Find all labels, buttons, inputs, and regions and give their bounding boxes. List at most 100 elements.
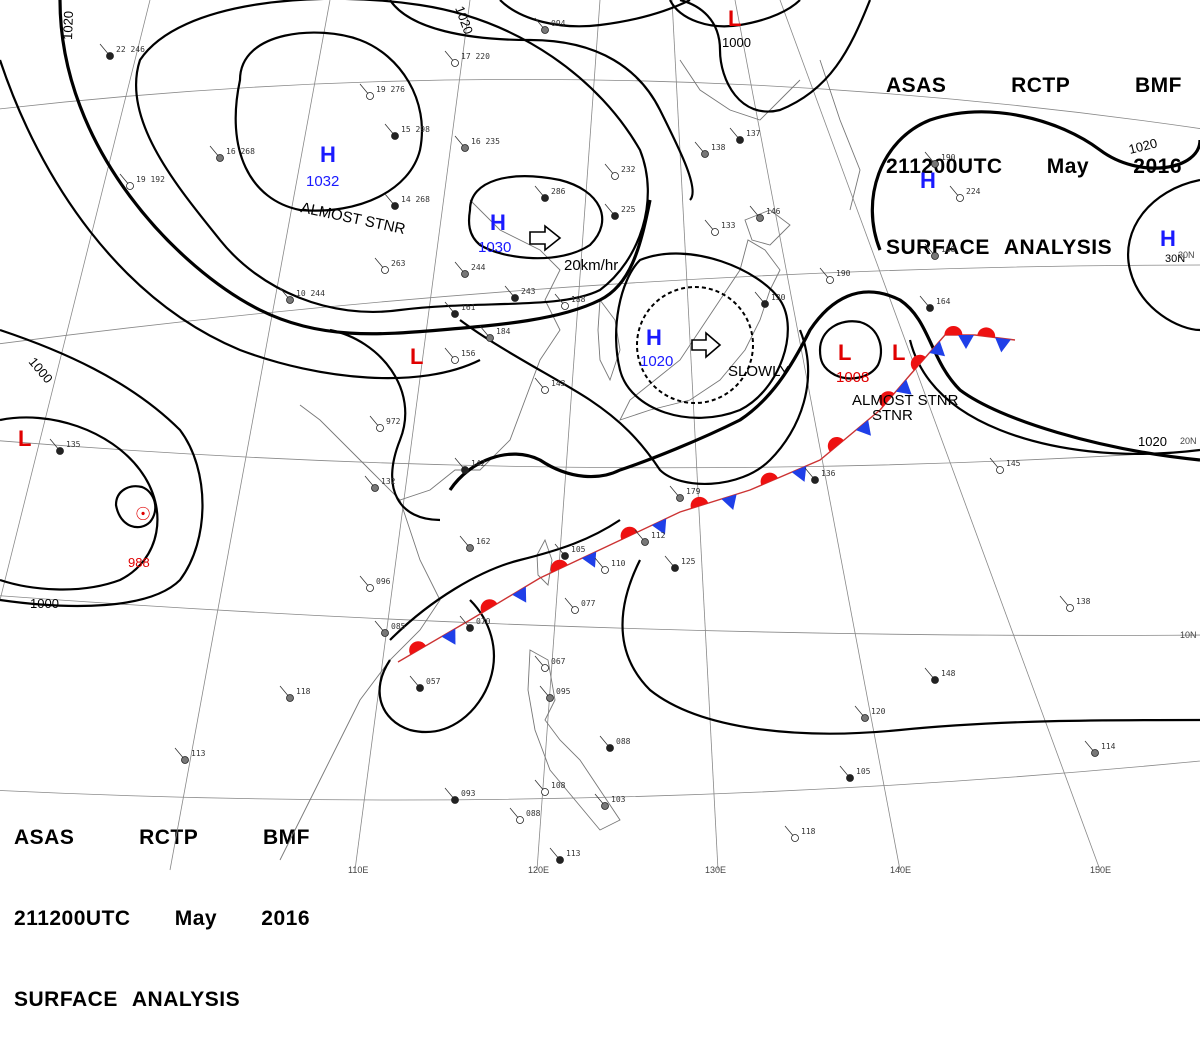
isobar-low-left-inner [330, 330, 440, 520]
lon-label: 150E [1090, 865, 1111, 875]
station-value: 146 [766, 207, 781, 216]
station-cloud-cover-icon [572, 607, 579, 614]
station-plot: 118 [785, 826, 816, 842]
station-cloud-cover-icon [612, 173, 619, 180]
station-cloud-cover-icon [392, 133, 399, 140]
station-value: 085 [391, 622, 406, 631]
station-plot: 138 [1060, 596, 1091, 612]
station-plot: 057 [410, 676, 441, 692]
station-plot: 286 [535, 186, 566, 202]
station-plot: 19 192 [120, 174, 165, 190]
station-cloud-cover-icon [562, 553, 569, 560]
cold-front-tooth [993, 338, 1011, 354]
station-plot: 188 [925, 244, 956, 260]
station-value: 070 [476, 617, 491, 626]
station-cloud-cover-icon [372, 485, 379, 492]
low-center-china-symbol: L [410, 344, 423, 369]
station-cloud-cover-icon [642, 539, 649, 546]
station-plot: 110 [595, 558, 626, 574]
station-plot: 095 [540, 686, 571, 702]
station-cloud-cover-icon [932, 161, 939, 168]
isobar-upper-left [0, 60, 480, 378]
station-value: 190 [836, 269, 851, 278]
station-cloud-cover-icon [287, 297, 294, 304]
station-cloud-cover-icon [462, 145, 469, 152]
station-plot: 130 [755, 292, 786, 308]
station-value: 113 [566, 849, 581, 858]
isobar-label: 1000 [26, 354, 56, 386]
station-cloud-cover-icon [382, 267, 389, 274]
station-value: 22 246 [116, 45, 145, 54]
station-cloud-cover-icon [392, 203, 399, 210]
station-value: 114 [1101, 742, 1116, 751]
station-value: 136 [821, 469, 836, 478]
high-center-1020-symbol: H [646, 325, 662, 350]
typhoon-center-symbol: ☉ [135, 504, 151, 524]
isobar-top-loop [500, 0, 690, 26]
station-plot: 156 [445, 348, 476, 364]
station-cloud-cover-icon [452, 60, 459, 67]
station-cloud-cover-icon [512, 295, 519, 302]
high-center-1032-note: ALMOST STNR [299, 199, 407, 238]
lon-label: 120E [528, 865, 549, 875]
stationary-front-line [398, 335, 1015, 662]
station-cloud-cover-icon [602, 567, 609, 574]
low-center-japan-symbol: L [892, 340, 905, 365]
station-plot: 164 [920, 296, 951, 312]
high-center-1032-symbol: H [320, 142, 336, 167]
isobar-label: 1020 [60, 11, 76, 40]
station-value: 096 [376, 577, 391, 586]
isobar-label: 1000 [30, 596, 59, 611]
station-value: 057 [426, 677, 441, 686]
station-cloud-cover-icon [462, 467, 469, 474]
station-plot: 161 [445, 302, 476, 318]
station-cloud-cover-icon [487, 335, 494, 342]
station-value: 103 [611, 795, 626, 804]
station-value: 132 [381, 477, 396, 486]
station-value: 138 [711, 143, 726, 152]
isobar-china-1008 [460, 320, 808, 484]
station-cloud-cover-icon [932, 253, 939, 260]
station-cloud-cover-icon [127, 183, 134, 190]
station-value: 112 [651, 531, 666, 540]
station-plot: 118 [280, 686, 311, 702]
station-value: 145 [1006, 459, 1021, 468]
cold-front-tooth [792, 466, 812, 485]
station-value: 125 [681, 557, 696, 566]
isobar-label: 1020 [452, 4, 476, 36]
isobars [0, 0, 1200, 734]
station-plot: 17 220 [445, 51, 490, 67]
isobar-label: 1020 [1138, 434, 1167, 449]
station-cloud-cover-icon [382, 630, 389, 637]
station-cloud-cover-icon [367, 93, 374, 100]
station-value: 142 [471, 459, 486, 468]
station-plot: 184 [480, 326, 511, 342]
station-plot: 232 [605, 164, 636, 180]
station-value: 105 [856, 767, 871, 776]
cold-front-tooth [582, 551, 602, 570]
isobar-south-sea [390, 520, 620, 640]
station-cloud-cover-icon [452, 357, 459, 364]
station-value: 179 [686, 487, 701, 496]
station-value: 225 [621, 205, 636, 214]
low-center-1000-value: 1000 [722, 35, 751, 50]
high-center-1030-note: 20km/hr [564, 257, 618, 274]
station-cloud-cover-icon [107, 53, 114, 60]
station-value: 133 [721, 221, 736, 230]
station-value: 108 [551, 781, 566, 790]
lon-label: 110E [348, 865, 368, 875]
lon-line-150e [780, 0, 1100, 870]
station-plot: 224 [950, 186, 981, 202]
station-cloud-cover-icon [547, 695, 554, 702]
station-value: 135 [66, 440, 81, 449]
station-cloud-cover-icon [762, 301, 769, 308]
station-value: 16 235 [471, 137, 500, 146]
station-cloud-cover-icon [367, 585, 374, 592]
lat-line-10n [0, 595, 1200, 636]
station-plot: 120 [855, 706, 886, 722]
station-plot: 125 [665, 556, 696, 572]
station-plot: 244 [455, 262, 486, 278]
